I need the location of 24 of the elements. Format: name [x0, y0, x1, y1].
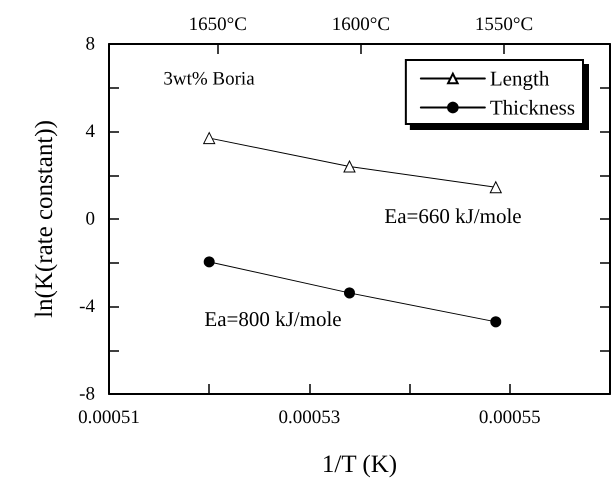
annotation: Ea=800 kJ/mole [204, 307, 342, 331]
x-tick-label: 0.00053 [278, 407, 340, 428]
y-tick-label: 4 [86, 121, 96, 142]
x-axis-title: 1/T (K) [322, 451, 398, 478]
x2-tick-label: 1600°C [332, 14, 390, 35]
y-tick-label: -4 [79, 296, 96, 317]
y-tick-label: -8 [79, 384, 95, 404]
y-tick-label: 0 [86, 208, 95, 230]
annotation: 3wt% Boria [163, 68, 256, 90]
point [343, 160, 356, 172]
point [344, 287, 355, 298]
x2-tick-label: 1650°C [188, 14, 247, 35]
x-tick-label: 0.00051 [78, 407, 140, 428]
x-tick-label: 0.00055 [478, 407, 541, 428]
point [490, 181, 502, 194]
x2-tick-label: 1550°C [474, 14, 534, 35]
point [204, 256, 215, 268]
y-tick-label: 8 [86, 34, 95, 54]
point [203, 132, 216, 144]
legend-label: Thickness [490, 96, 576, 120]
y-axis-title: ln(K(rate constant)) [31, 120, 58, 318]
legend-label: Length [490, 66, 550, 90]
point [490, 316, 502, 328]
annotation: Ea=660 kJ/mole [384, 204, 522, 228]
